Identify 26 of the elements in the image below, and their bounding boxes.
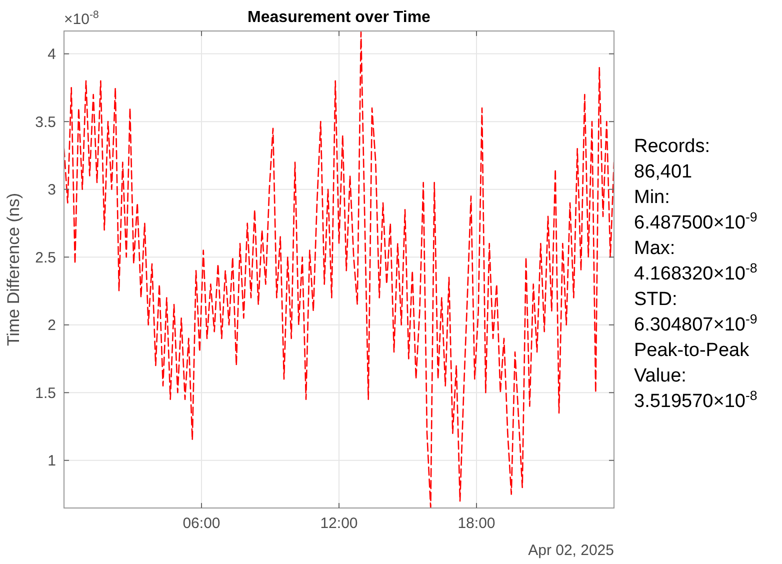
text: 3.519570×10$^{-8}$ [634, 388, 758, 412]
y-tick-label: 1.5 [35, 384, 56, 402]
text: STD: [634, 289, 678, 310]
text: Peak-to-Peak [634, 340, 750, 361]
text: 6.304807×10$^{-9}$ [634, 311, 758, 336]
x-tick-label: 06:00 [182, 515, 220, 532]
y-tick-label: 1 [48, 452, 56, 470]
text: Apr 02, 2025 [528, 542, 614, 559]
text: ×10$^{-8}$ [64, 9, 99, 28]
y-tick-label: 2.5 [35, 249, 56, 266]
text: 86,401 [634, 162, 692, 182]
line-series [64, 31, 614, 508]
text: 4.168320×10$^{-8}$ [634, 260, 758, 284]
y-tick-label: 2 [48, 317, 56, 334]
y-axis-title: Time Difference (ns) [4, 192, 23, 346]
y-tick-label: 4 [48, 46, 56, 64]
text: 6.487500×10$^{-9}$ [634, 209, 758, 234]
x-tick-label: 18:00 [458, 515, 496, 532]
chart-title: Measurement over Time [248, 9, 431, 26]
text: Max: [634, 238, 676, 259]
text: Records: [634, 136, 710, 157]
y-tick-label: 3.5 [35, 114, 56, 131]
x-tick-label: 12:00 [320, 515, 358, 532]
text: Value: [634, 366, 686, 386]
text: Min: [634, 187, 670, 208]
y-tick-label: 3 [48, 182, 56, 199]
